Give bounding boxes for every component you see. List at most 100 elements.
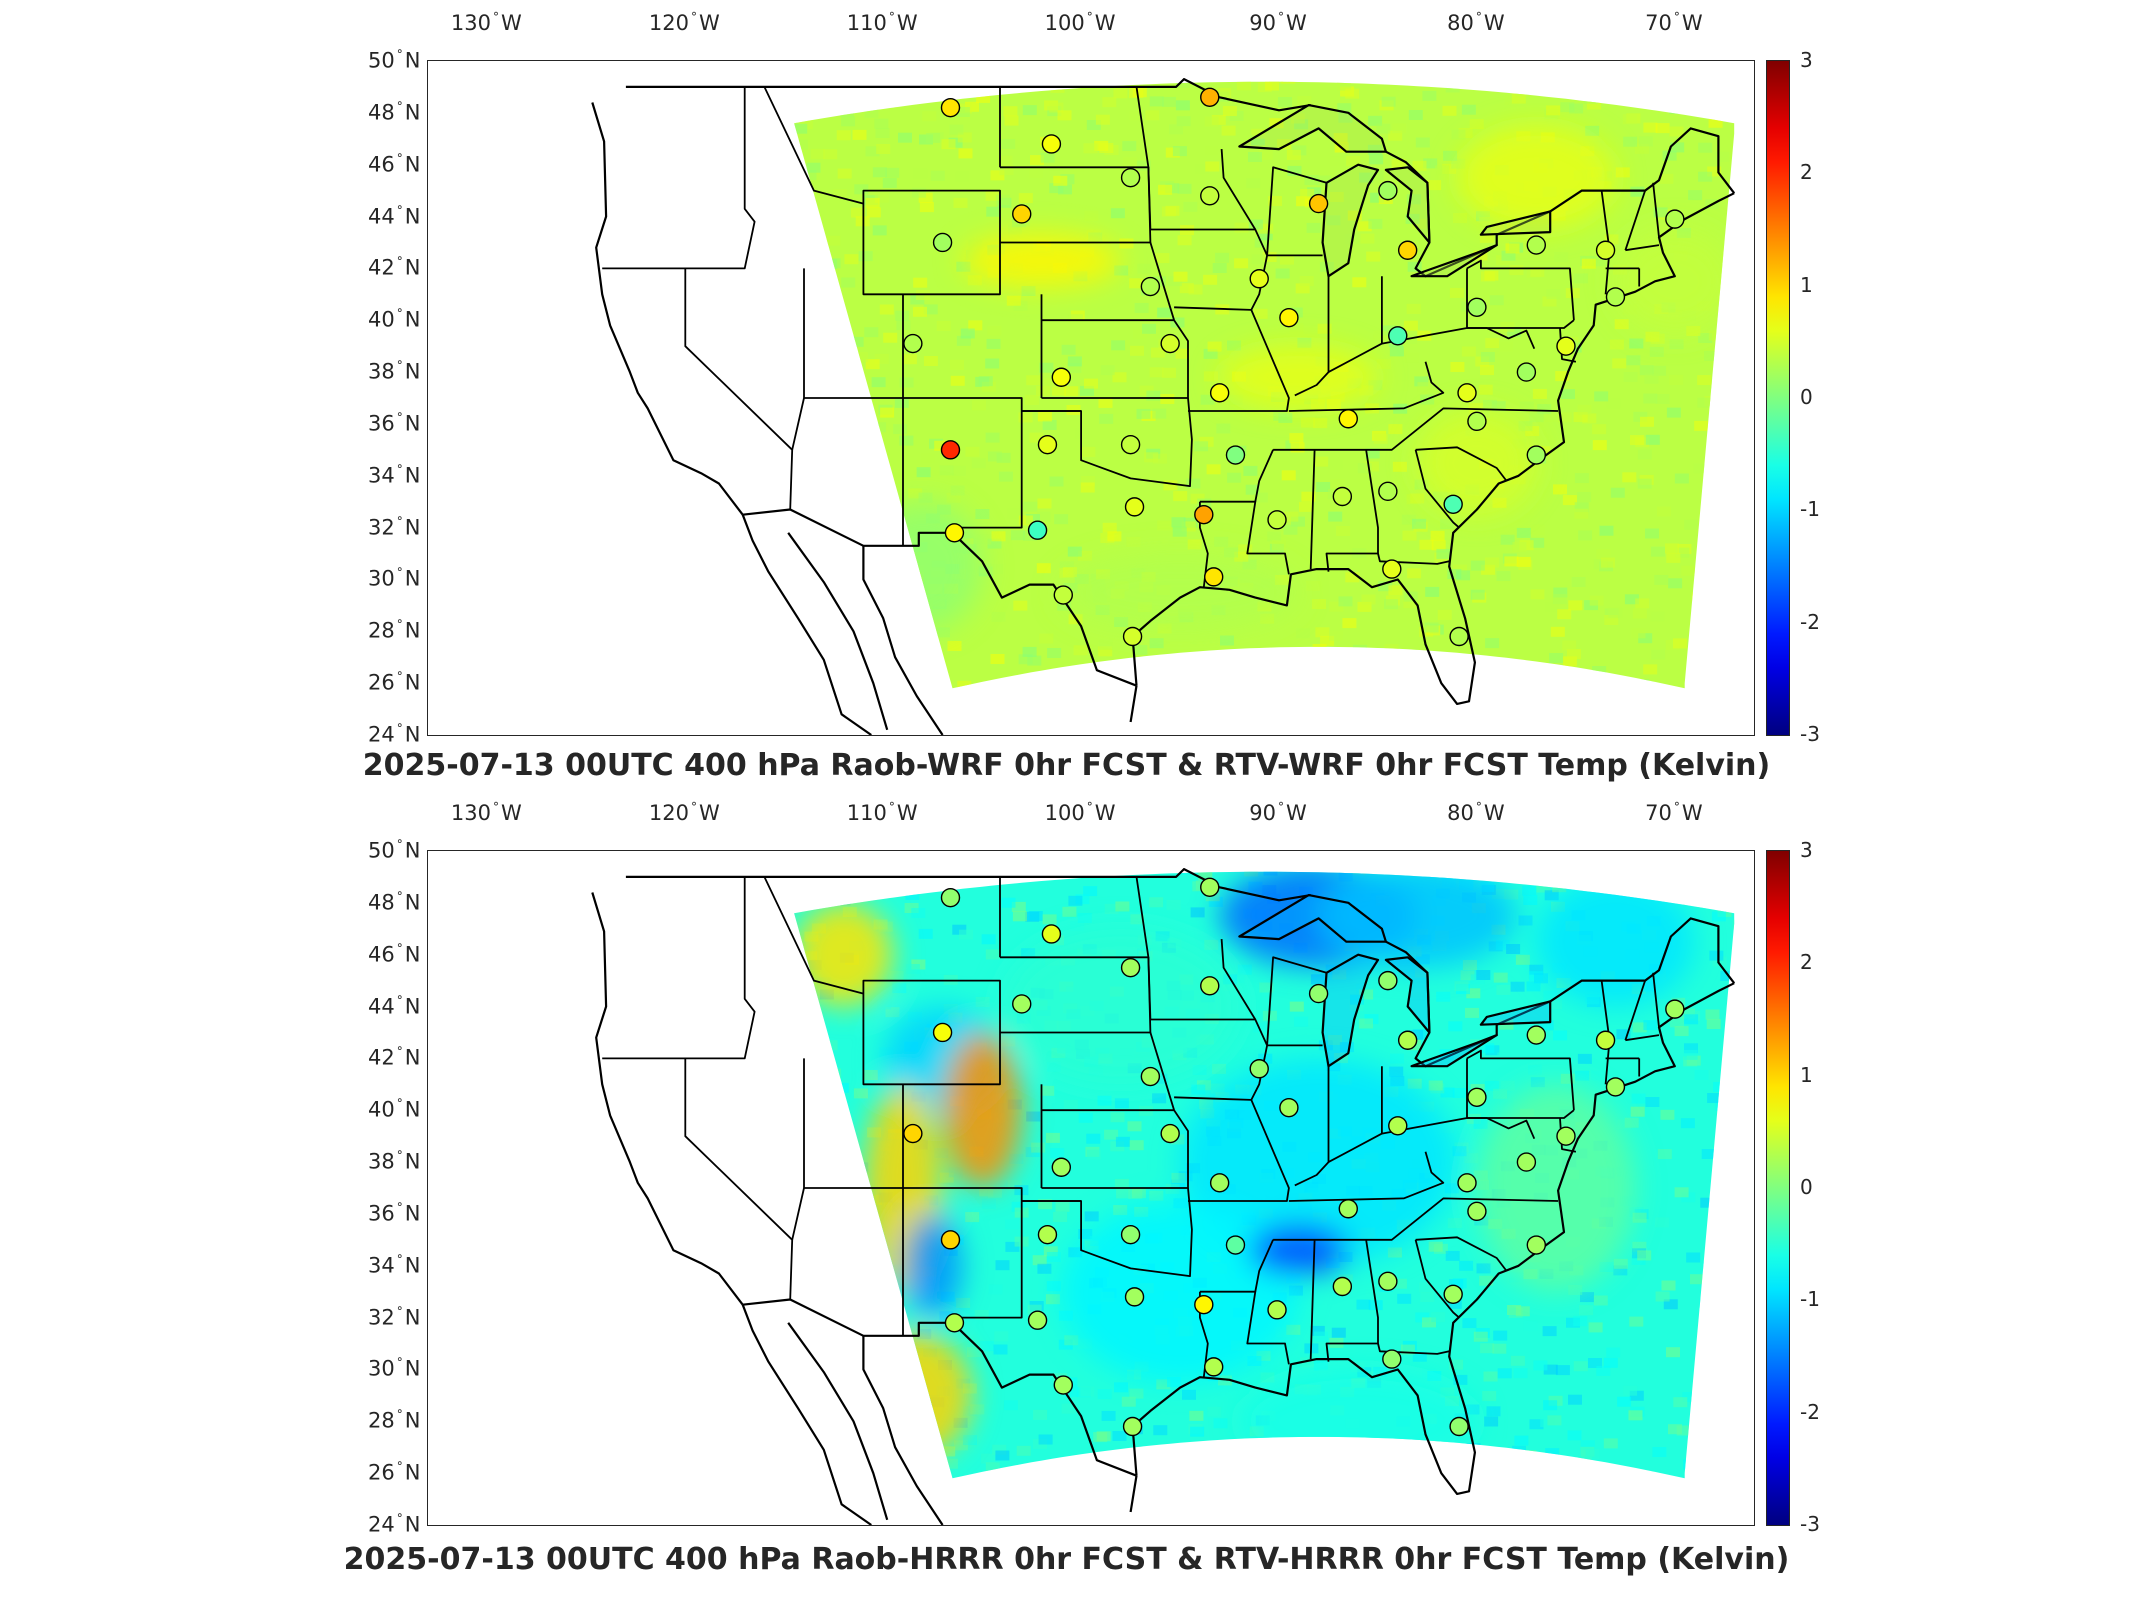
raob-station-marker xyxy=(1378,481,1398,502)
bias-anomaly xyxy=(1239,1369,1477,1474)
panel-hrrr: 130 °W 120 °W 110 °W 100 °W 90 °W 80 °W 70 °W 50 °N 48 °… xyxy=(0,790,2133,1600)
bias-anomaly xyxy=(1219,346,1378,409)
raob-station-marker xyxy=(1122,626,1143,647)
state-boundary xyxy=(1414,1239,1460,1319)
lat-tick-label: 30 °N xyxy=(368,1355,421,1381)
national-border xyxy=(625,868,1311,902)
state-boundary xyxy=(1266,166,1327,256)
raob-station-marker xyxy=(940,440,961,460)
state-boundary xyxy=(1294,1066,1330,1187)
raob-station-marker xyxy=(1194,1294,1214,1315)
raob-station-marker xyxy=(940,887,961,908)
lon-tick-label: 70 °W xyxy=(1645,800,1703,825)
raob-station-marker xyxy=(1204,1357,1224,1377)
coastline xyxy=(1131,192,1735,706)
raob-station-marker xyxy=(1200,877,1220,897)
raob-station-marker xyxy=(1605,287,1626,307)
colorbar-tick-label: -2 xyxy=(1800,609,1820,634)
state-boundary xyxy=(1000,876,1150,959)
lat-tick-label: 36 °N xyxy=(368,1200,421,1226)
raob-station-marker xyxy=(1124,1287,1145,1307)
state-boundary xyxy=(1199,1290,1290,1365)
great-lake xyxy=(1238,893,1388,943)
raob-station-marker xyxy=(1120,1224,1141,1245)
raob-station-marker xyxy=(1526,445,1546,465)
lat-tick-label: 30 °N xyxy=(368,565,421,591)
state-boundary xyxy=(1377,553,1450,565)
lon-tick-label: 90 °W xyxy=(1249,800,1307,825)
great-lake xyxy=(1479,1000,1552,1026)
state-boundary xyxy=(1041,242,1189,399)
lat-tick-label: 24 °N xyxy=(368,1511,421,1537)
lat-tick-label: 28 °N xyxy=(368,617,421,643)
state-boundary xyxy=(602,876,756,1060)
state-boundary xyxy=(1467,327,1536,350)
lat-tick-label: 42 °N xyxy=(368,254,421,280)
state-boundary xyxy=(791,1058,805,1240)
national-border xyxy=(625,78,1311,112)
colorbar-tick-label: 2 xyxy=(1800,950,1813,975)
raob-station-marker xyxy=(1308,193,1329,214)
raob-station-marker xyxy=(1037,434,1058,455)
raob-station-marker xyxy=(1332,486,1353,507)
state-boundary xyxy=(1294,276,1330,397)
raob-station-marker xyxy=(1160,333,1180,354)
colorbar-hrrr xyxy=(1766,850,1790,1526)
coastline xyxy=(741,514,872,735)
coastline xyxy=(591,892,744,1306)
raob-station-marker xyxy=(1526,235,1546,255)
lon-tick-label: 110 °W xyxy=(846,800,918,825)
lat-tick-label: 26 °N xyxy=(368,1459,421,1485)
lat-tick-label: 32 °N xyxy=(368,1304,421,1330)
panel-wrf: 130 °W 120 °W 110 °W 100 °W 90 °W 80 °W 70 °W 50 °N 48 °… xyxy=(0,0,2133,790)
coastline xyxy=(1131,982,1735,1496)
national-border xyxy=(742,1298,1137,1477)
lat-tick-label: 32 °N xyxy=(368,514,421,540)
state-boundary xyxy=(1377,1343,1450,1355)
lat-tick-label: 24 °N xyxy=(368,721,421,747)
raob-station-marker xyxy=(1449,1416,1469,1437)
bias-anomaly xyxy=(902,1213,963,1318)
lon-tick-label: 80 °W xyxy=(1447,10,1505,35)
bias-anomaly xyxy=(942,1032,1022,1188)
coastline xyxy=(1129,1475,1138,1513)
bias-anomaly xyxy=(1457,125,1616,230)
raob-station-marker xyxy=(1267,1300,1287,1320)
state-boundary xyxy=(763,86,1001,296)
state-boundary xyxy=(902,294,1023,529)
lat-tick-label: 26 °N xyxy=(368,669,421,695)
raob-station-marker xyxy=(1120,434,1141,455)
state-boundary xyxy=(763,876,1001,1086)
state-boundary xyxy=(1467,1117,1536,1140)
raob-station-marker xyxy=(1467,1201,1487,1222)
raob-station-marker xyxy=(1204,567,1224,587)
state-boundary xyxy=(602,86,756,270)
lat-tick-label: 28 °N xyxy=(368,1407,421,1433)
colorbar-tick-label: -3 xyxy=(1800,1512,1820,1536)
raob-station-marker xyxy=(1665,999,1685,1019)
raob-station-marker xyxy=(1378,970,1398,991)
bias-anomaly xyxy=(794,902,894,1007)
state-boundary xyxy=(1415,1236,1508,1272)
raob-station-marker xyxy=(1443,1284,1463,1304)
bias-anomaly xyxy=(1001,928,1240,1085)
state-boundary xyxy=(684,268,794,510)
colorbar-tick-label: -1 xyxy=(1800,497,1820,522)
lon-tick-label: 110 °W xyxy=(846,10,918,35)
bias-anomaly xyxy=(1536,876,1695,1007)
lat-tick-label: 44 °N xyxy=(368,203,421,229)
raob-station-marker xyxy=(1037,1224,1058,1245)
great-lake xyxy=(1238,103,1388,153)
raob-station-marker xyxy=(1595,1030,1616,1050)
raob-station-marker xyxy=(1457,383,1477,403)
raob-station-marker xyxy=(1605,1077,1626,1097)
colorbar-tick-label: -1 xyxy=(1800,1287,1820,1312)
raob-station-marker xyxy=(1120,167,1141,188)
bias-anomaly xyxy=(1476,1084,1636,1292)
colorbar-tick-label: 1 xyxy=(1800,1062,1813,1087)
state-boundary xyxy=(1467,319,1575,329)
raob-station-marker xyxy=(1449,626,1469,647)
bias-field xyxy=(794,871,1735,1479)
raob-station-marker xyxy=(1012,994,1032,1014)
lat-tick-label: 40 °N xyxy=(368,306,421,332)
